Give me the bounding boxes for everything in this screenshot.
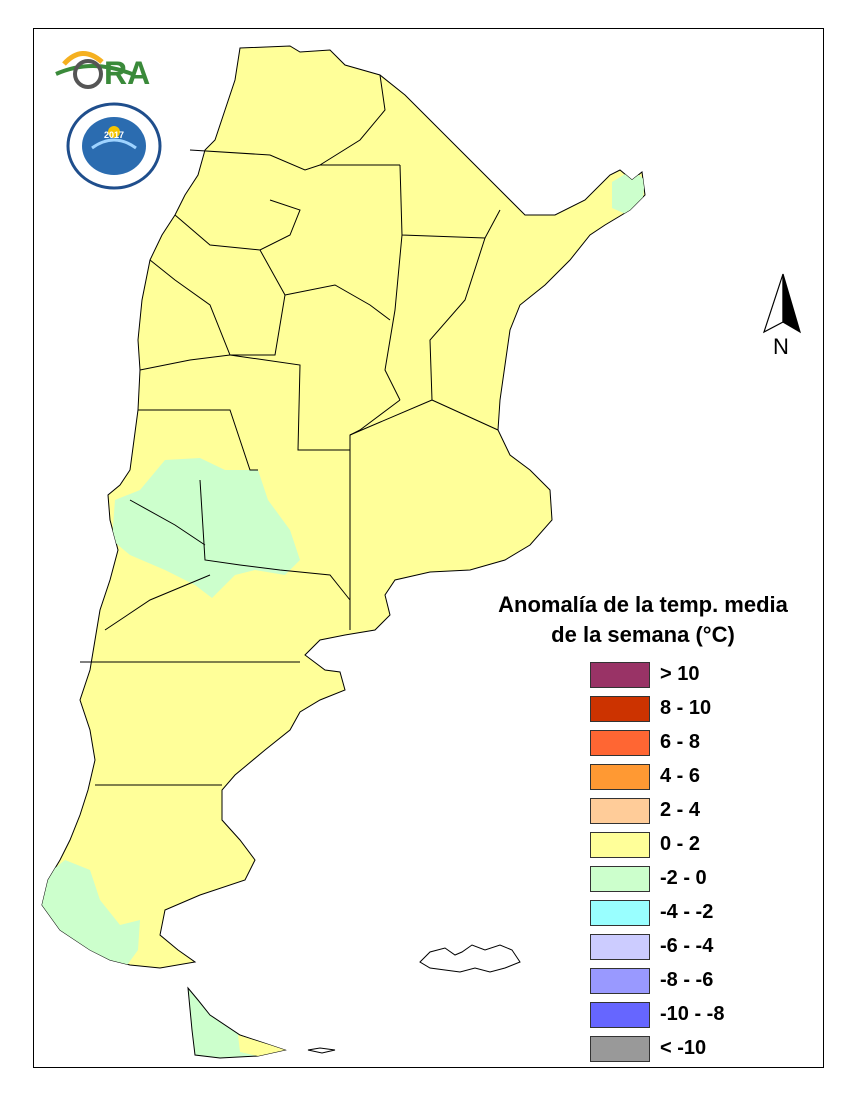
tierra-del-fuego-warm xyxy=(238,1035,285,1056)
ora-logo-text: RA xyxy=(104,55,150,91)
legend-label: -2 - 0 xyxy=(660,867,707,889)
north-arrow-icon xyxy=(762,273,802,334)
province-borders xyxy=(80,74,501,786)
smn-logo: 2017 xyxy=(66,102,162,190)
legend-item: -2 - 0 xyxy=(590,866,770,894)
legend-title: Anomalía de la temp. media de la semana … xyxy=(462,590,824,650)
legend-swatch xyxy=(590,730,650,756)
legend-title-line2: de la semana (°C) xyxy=(551,622,735,647)
smn-logo-year: 2017 xyxy=(104,130,124,140)
legend-item: 8 - 10 xyxy=(590,696,770,724)
staten-island xyxy=(307,1047,336,1054)
cool-zone-cuyo xyxy=(112,458,300,598)
mainland xyxy=(41,45,646,969)
legend-label: -6 - -4 xyxy=(660,935,714,957)
legend: Anomalía de la temp. media de la semana … xyxy=(462,590,824,1062)
legend-label: > 10 xyxy=(660,663,700,685)
legend-swatch xyxy=(590,866,650,892)
legend-swatch xyxy=(590,968,650,994)
legend-swatch xyxy=(590,696,650,722)
legend-swatch xyxy=(590,764,650,790)
legend-item: -8 - -6 xyxy=(590,968,770,996)
legend-item: -6 - -4 xyxy=(590,934,770,962)
legend-label: -8 - -6 xyxy=(660,969,714,991)
legend-item: 4 - 6 xyxy=(590,764,770,792)
legend-swatch xyxy=(590,798,650,824)
legend-label: 2 - 4 xyxy=(660,799,701,821)
legend-swatch xyxy=(590,1036,650,1062)
legend-swatch xyxy=(590,900,650,926)
legend-label: -10 - -8 xyxy=(660,1003,725,1025)
legend-item: -4 - -2 xyxy=(590,900,770,928)
legend-label: 8 - 10 xyxy=(660,697,712,719)
legend-label: 6 - 8 xyxy=(660,731,701,753)
legend-label: < -10 xyxy=(660,1037,707,1059)
legend-label: -4 - -2 xyxy=(660,901,714,923)
legend-swatch xyxy=(590,832,650,858)
ora-logo: RA xyxy=(55,51,150,91)
legend-label: 0 - 2 xyxy=(660,833,701,855)
legend-swatch xyxy=(590,662,650,688)
legend-item: -10 - -8 xyxy=(590,1002,770,1030)
north-arrow: N xyxy=(756,272,806,364)
legend-title-line1: Anomalía de la temp. media xyxy=(498,592,788,617)
islas-malvinas xyxy=(419,944,521,973)
legend-item: > 10 xyxy=(590,662,770,690)
north-label: N xyxy=(773,334,789,359)
legend-item: 2 - 4 xyxy=(590,798,770,826)
tierra-del-fuego xyxy=(187,986,336,1059)
legend-label: 4 - 6 xyxy=(660,765,701,787)
legend-swatch xyxy=(590,1002,650,1028)
legend-swatch xyxy=(590,934,650,960)
legend-item: < -10 xyxy=(590,1036,770,1064)
legend-item: 6 - 8 xyxy=(590,730,770,758)
legend-item: 0 - 2 xyxy=(590,832,770,860)
